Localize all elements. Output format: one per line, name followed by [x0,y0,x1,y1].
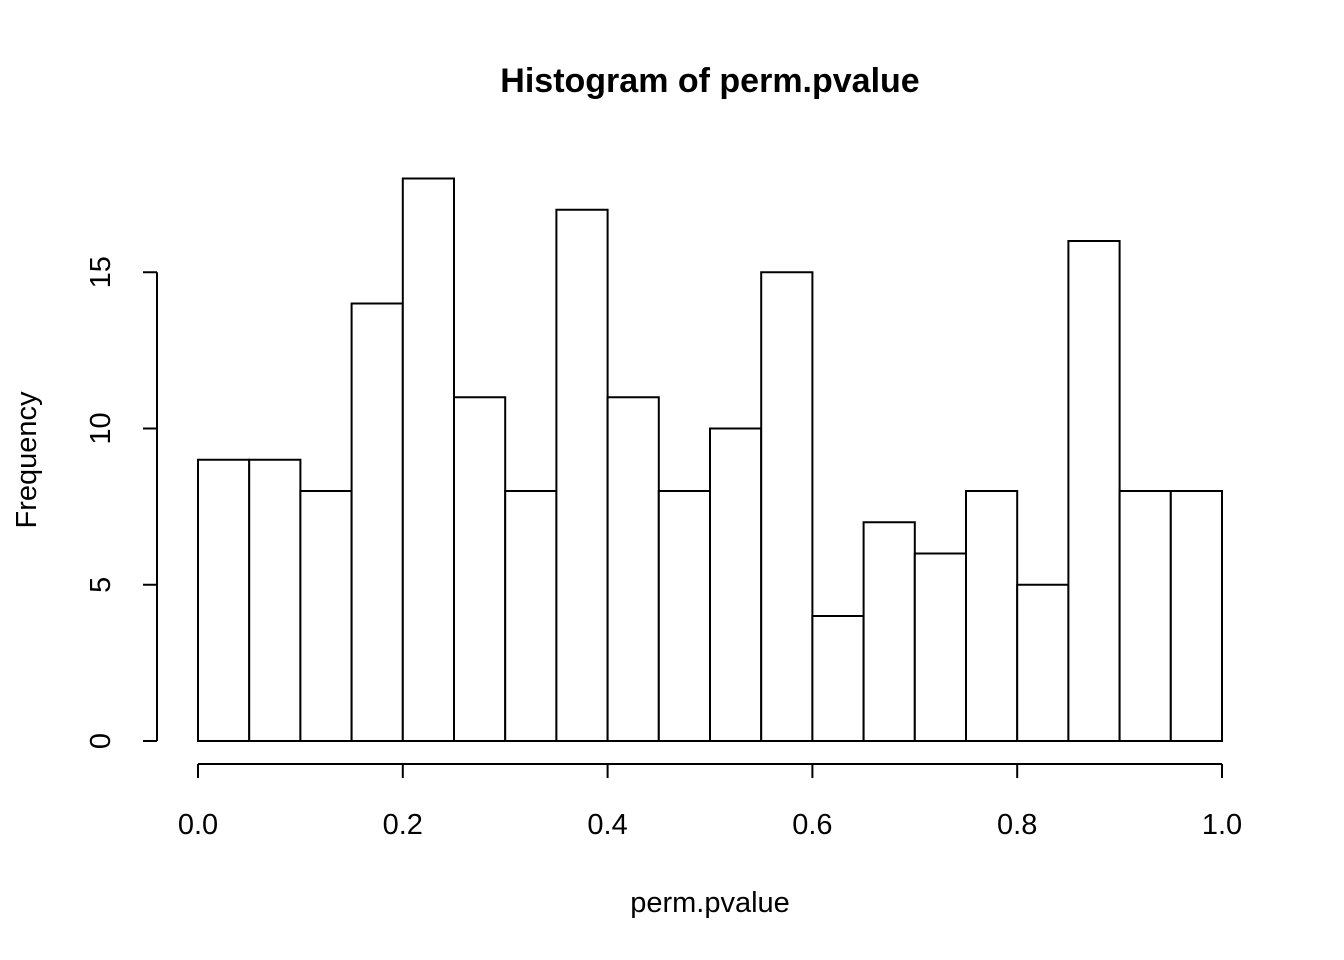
histogram-bar [657,490,711,742]
y-tick-label: 15 [85,256,117,288]
x-tick-label: 0.0 [178,809,218,841]
x-tick-label: 0.8 [997,809,1037,841]
histogram-bar [862,521,916,742]
histogram-bar [299,490,353,742]
histogram-bar [1067,240,1121,742]
histogram-bar [453,396,507,742]
y-tick-label: 10 [85,412,117,444]
x-tick-label: 0.6 [792,809,832,841]
histogram-bar [197,458,251,742]
histogram-bar [760,271,814,742]
x-tick-label: 0.2 [383,809,423,841]
histogram-bar [248,458,302,742]
histogram-bar [709,427,763,742]
histogram-bar [1016,583,1070,742]
chart-title: Histogram of perm.pvalue [500,62,919,100]
y-axis: 0 5 10 15 [85,256,158,749]
y-tick-label: 0 [85,733,117,749]
histogram-bar [913,552,967,742]
x-axis-label: perm.pvalue [630,887,790,919]
x-axis: 0.0 0.2 0.4 0.6 0.8 1.0 [178,763,1242,841]
histogram-bar [504,490,558,742]
bars-group [197,177,1224,742]
histogram-bar [1169,490,1224,742]
x-tick-label: 0.4 [587,809,627,841]
histogram-bar [350,302,404,742]
histogram-bar [811,615,865,742]
histogram-bar [606,396,660,742]
histogram-bar [555,208,609,742]
y-tick-label: 5 [85,577,117,593]
histogram-bar [965,490,1019,742]
x-tick-label: 1.0 [1202,809,1242,841]
histogram-bar [401,177,455,742]
histogram-bar [1118,490,1172,742]
y-axis-label: Frequency [11,391,43,529]
